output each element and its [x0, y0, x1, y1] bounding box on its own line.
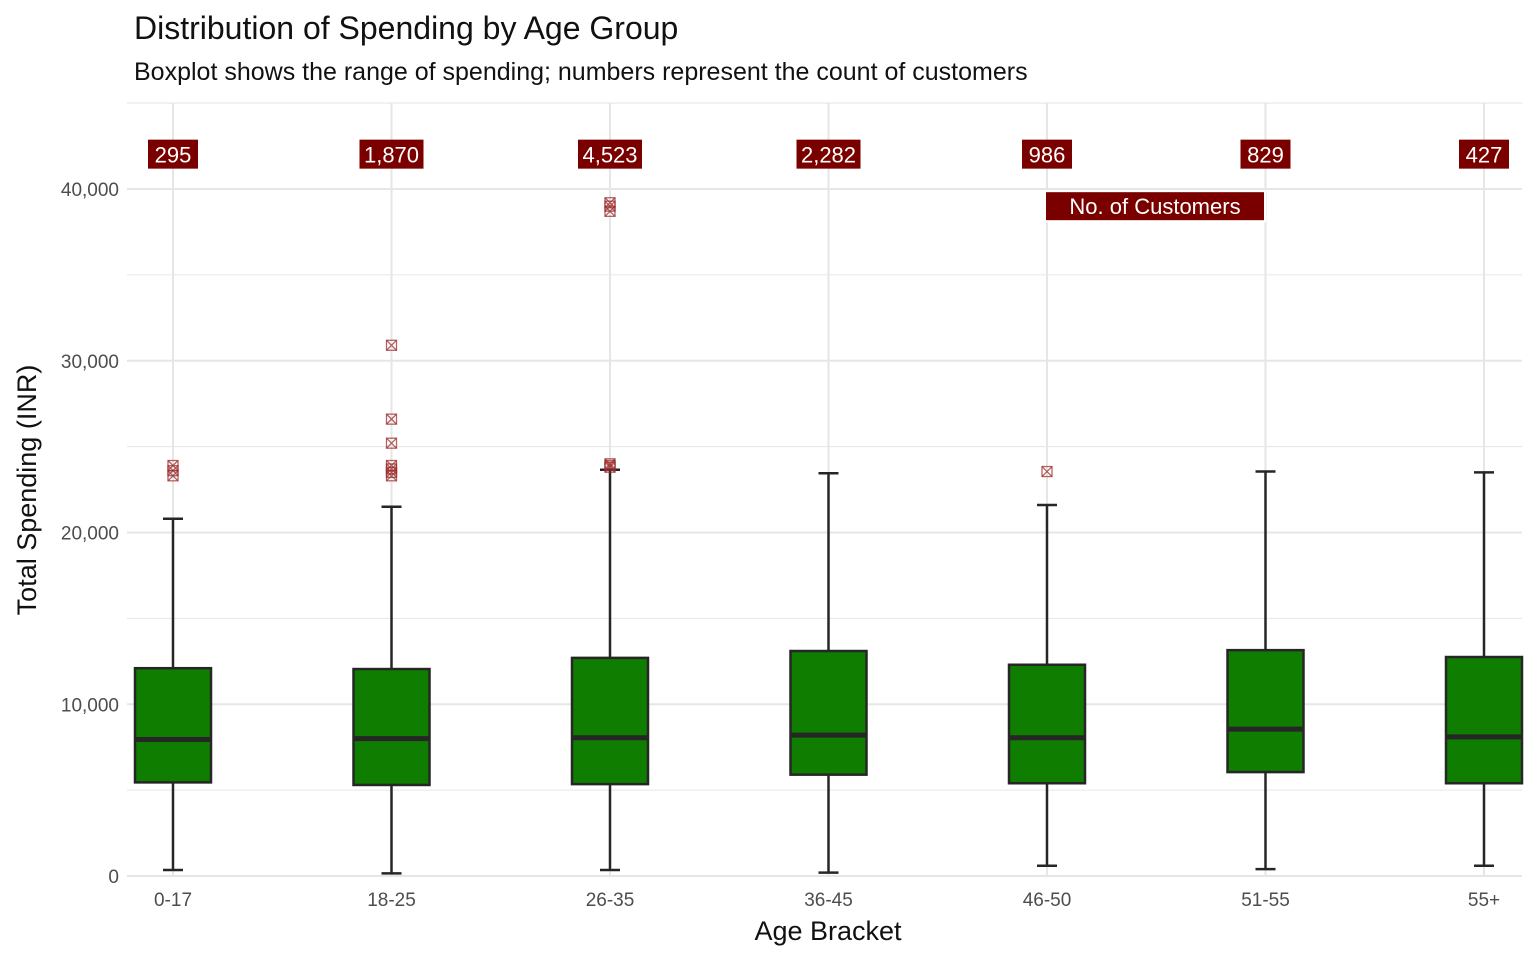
count-label: 1,870	[364, 143, 419, 168]
x-tick-label: 26-35	[586, 890, 635, 911]
box-iqr	[1007, 663, 1087, 785]
box-iqr	[570, 656, 650, 786]
count-label-box	[796, 139, 861, 169]
chart-title: Distribution of Spending by Age Group	[134, 10, 679, 46]
box-iqr	[133, 666, 213, 784]
label-layer: 295 1,870 4,523 2,282 986 829 427 No. of Custom…	[148, 139, 1509, 223]
count-label: 986	[1029, 143, 1066, 168]
outlier-point	[385, 413, 398, 425]
count-label: 427	[1466, 143, 1503, 168]
legend-label-box	[1044, 190, 1266, 223]
y-tick-label: 0	[108, 867, 119, 888]
axis-layer: 0 10,000 20,000 30,000 40,000 0-17 18-25 26-35 3…	[61, 180, 1500, 911]
y-axis-title: Total Spending (INR)	[12, 365, 42, 616]
outlier-point-cross	[167, 460, 179, 471]
y-tick-label: 30,000	[61, 352, 119, 373]
count-label: 4,523	[582, 143, 637, 168]
box-iqr	[1444, 655, 1524, 785]
outlier-point	[167, 459, 179, 472]
y-tick-label: 20,000	[61, 524, 119, 545]
outlier-point	[385, 459, 398, 472]
x-tick-label: 0-17	[154, 890, 192, 911]
outlier-point	[1041, 465, 1053, 478]
outlier-point-cross	[604, 197, 616, 209]
outlier-point-cross	[386, 339, 397, 351]
x-tick-label: 36-45	[804, 890, 853, 911]
box-iqr	[352, 667, 431, 787]
outlier-point-cross	[604, 458, 616, 470]
outlier-point-cross	[386, 437, 397, 449]
y-tick-label: 40,000	[61, 180, 119, 201]
count-label-box	[578, 139, 642, 169]
x-tick-label: 46-50	[1023, 890, 1072, 911]
count-label: 2,282	[801, 143, 856, 168]
count-label-box	[1022, 139, 1072, 169]
count-label: 295	[155, 143, 192, 168]
outlier-point-cross	[1041, 466, 1053, 477]
outlier-point-cross	[386, 460, 397, 471]
outlier-point	[385, 437, 398, 449]
legend-label: No. of Customers	[1069, 194, 1240, 219]
outlier-point	[385, 339, 398, 351]
outlier-point	[604, 197, 616, 209]
x-tick-label: 18-25	[367, 890, 416, 911]
outlier-point	[604, 458, 616, 470]
y-tick-label: 10,000	[61, 695, 119, 716]
count-label: 829	[1247, 143, 1284, 168]
x-axis-title: Age Bracket	[754, 916, 902, 946]
outlier-point-cross	[386, 463, 397, 475]
box-iqr	[1226, 648, 1305, 774]
chart-subtitle: Boxplot shows the range of spending; num…	[134, 58, 1028, 86]
count-label-box	[148, 139, 198, 169]
count-label-box	[359, 139, 424, 169]
count-label-box	[1459, 139, 1509, 169]
box-layer	[133, 197, 1524, 875]
outlier-point-cross	[604, 200, 616, 212]
x-tick-label: 51-55	[1241, 890, 1290, 911]
outlier-point-cross	[386, 413, 397, 425]
box-iqr	[789, 649, 868, 776]
count-label-box	[1240, 139, 1291, 169]
x-tick-label: 55+	[1468, 890, 1500, 911]
